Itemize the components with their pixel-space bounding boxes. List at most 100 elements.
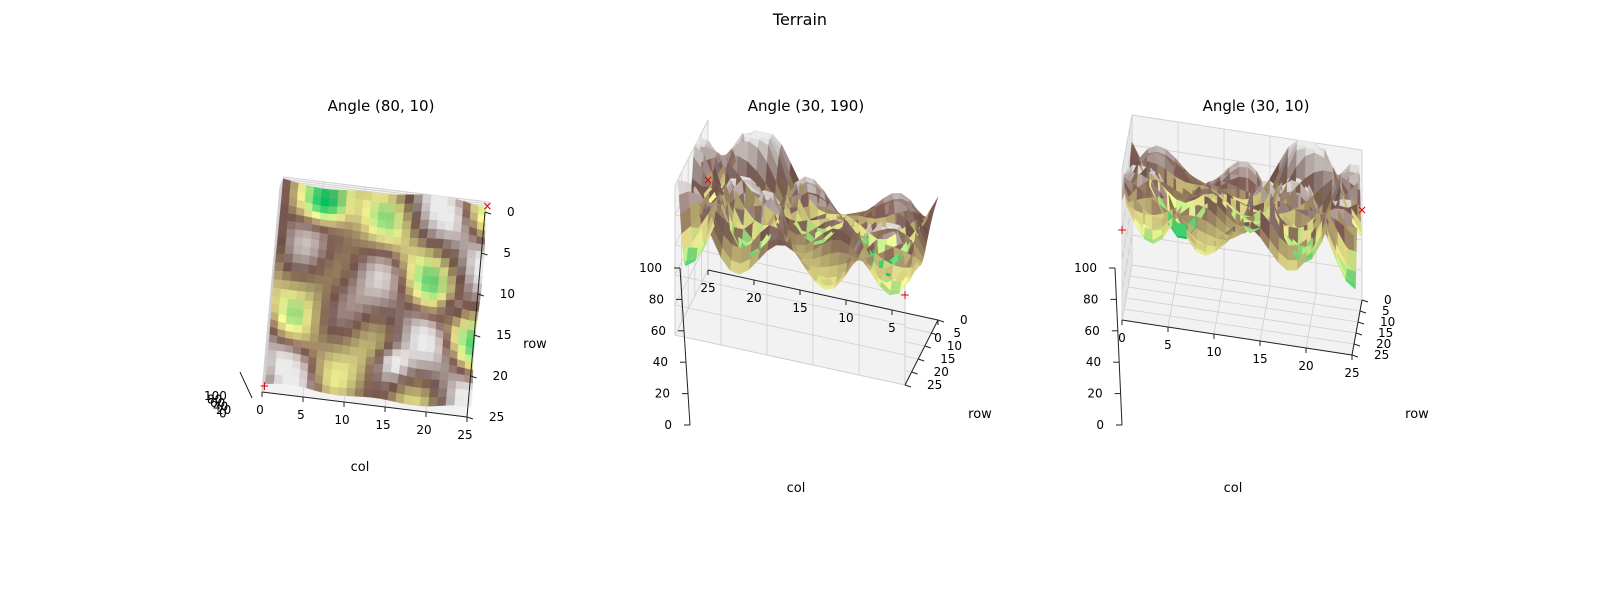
subplot-1-ylabel: row: [523, 337, 547, 352]
surface-facet: [281, 271, 292, 282]
surface-facet: [330, 378, 340, 388]
surface-facet: [345, 206, 355, 216]
surface-facet: [385, 220, 395, 230]
surface-facet: [411, 318, 421, 327]
surface-facet: [401, 333, 412, 343]
surface-facet: [329, 301, 339, 311]
surface-facet: [403, 203, 414, 214]
surface-facet: [368, 233, 378, 243]
surface-facet: [377, 211, 387, 222]
surface-facet: [439, 258, 451, 268]
z-tick-label: 0: [664, 418, 672, 432]
surface-facet: [438, 195, 449, 206]
surface-facet: [389, 372, 400, 385]
surface-facet: [455, 381, 465, 390]
surface-facet: [332, 352, 342, 364]
surface-facet: [372, 287, 382, 298]
surface-facet: [300, 254, 311, 265]
surface-facet: [294, 308, 305, 318]
surface-facet: [340, 261, 351, 271]
surface-facet: [828, 252, 840, 268]
surface-facet: [355, 286, 366, 296]
surface-facet: [305, 282, 316, 293]
x-tick-label: 10: [838, 311, 853, 325]
surface-facet: [403, 394, 413, 406]
x-axis-line: [707, 269, 939, 321]
surface-facet: [303, 230, 313, 240]
surface-facet: [301, 332, 311, 342]
surface-facet: [320, 205, 330, 215]
surface-facet: [337, 387, 348, 397]
surface-facet: [350, 337, 360, 349]
surface-facet: [355, 380, 365, 390]
surface-facet: [426, 228, 438, 239]
surface-facet: [420, 211, 431, 221]
surface-facet: [409, 341, 419, 352]
surface-facet: [351, 328, 361, 340]
surface-facet: [1234, 232, 1245, 238]
surface-facet: [441, 248, 452, 259]
figure-title: Terrain: [772, 10, 827, 29]
surface-facet: [393, 325, 404, 335]
gridline: [1167, 271, 1179, 328]
surface-facet: [394, 203, 406, 214]
surface-facet: [403, 309, 413, 319]
surface-facet: [437, 388, 448, 398]
surface-facet: [323, 267, 334, 278]
surface-facet: [356, 364, 366, 374]
surface-facet: [442, 238, 453, 250]
surface-facet: [392, 349, 402, 358]
subplot-3-title: Angle (30, 10): [1203, 97, 1310, 115]
surface-facet: [292, 253, 303, 264]
surface-facet: [339, 285, 349, 295]
surface-facet: [277, 228, 288, 238]
surface-facet: [375, 332, 386, 343]
surface-facet: [428, 388, 440, 398]
surface-facet: [339, 362, 350, 373]
surface-facet: [432, 248, 443, 259]
surface-facet: [287, 298, 297, 310]
surface-facet: [347, 286, 358, 296]
surface-facet: [322, 276, 333, 286]
surface-facet: [354, 302, 364, 314]
surface-facet: [411, 396, 422, 407]
gridline: [674, 119, 709, 186]
x-tick-label: 20: [416, 423, 431, 437]
surface-facet: [404, 194, 415, 205]
surface-facet: [395, 308, 405, 319]
surface-facet: [444, 307, 455, 317]
surface-facet: [474, 258, 485, 268]
surface-facet: [312, 300, 322, 310]
surface-facet: [344, 221, 354, 231]
surface-facet: [371, 192, 381, 203]
surface-facet: [402, 211, 413, 222]
z-tick-label: 20: [1087, 387, 1102, 401]
surface-facet: [343, 236, 353, 247]
surface-facet: [344, 318, 354, 330]
x-tick-label: 20: [746, 291, 761, 305]
z-tick-label: 80: [1083, 292, 1098, 306]
subplot-2-xlabel: col: [787, 481, 806, 496]
surface-facet: [279, 211, 289, 222]
surface-facet: [320, 212, 329, 221]
surface-facet: [467, 249, 477, 259]
surface-facet: [383, 355, 393, 365]
surface-facet: [412, 303, 422, 313]
surface-facet: [374, 271, 384, 281]
surface-facet: [282, 367, 293, 378]
surface-facet: [291, 360, 301, 371]
surface-facet: [468, 310, 479, 322]
surface-facet: [357, 347, 368, 358]
gridline: [1305, 292, 1317, 349]
surface-facet: [340, 353, 351, 365]
surface-facet: [437, 284, 448, 294]
surface-facet: [293, 237, 304, 247]
surface-facet: [411, 211, 422, 222]
x-tick-label: 25: [700, 281, 715, 295]
y-tick-label: 25: [1374, 348, 1389, 362]
surface-facet: [298, 272, 309, 284]
surface-facet: [372, 380, 382, 391]
y-tick-label: 15: [1378, 326, 1393, 340]
surface-facet: [336, 214, 346, 223]
